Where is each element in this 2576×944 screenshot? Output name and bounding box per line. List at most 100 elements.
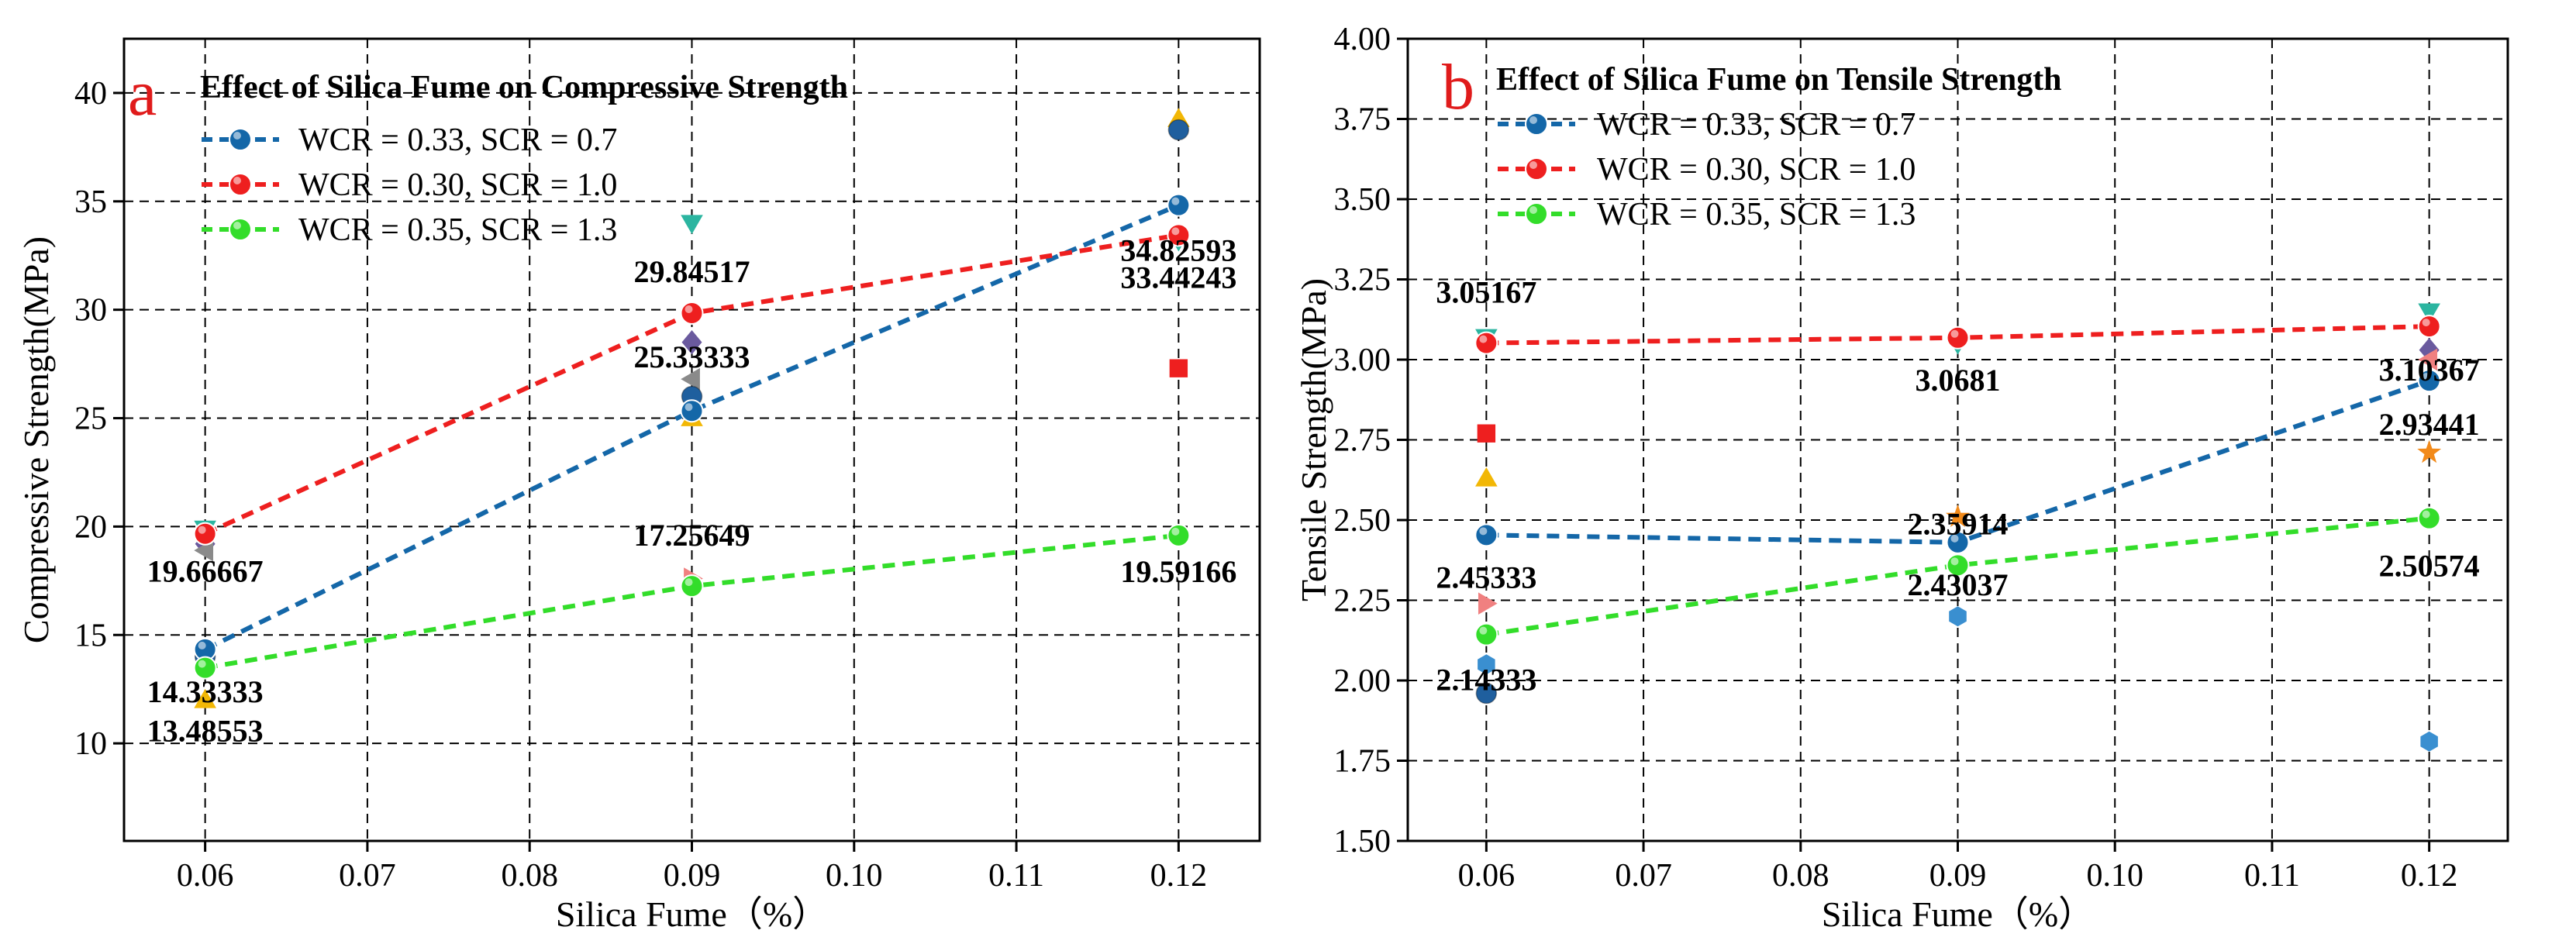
- series-point-highlight: [1479, 626, 1488, 635]
- legend-label: WCR = 0.35, SCR = 1.3: [1597, 197, 1916, 233]
- series-point: [1167, 193, 1191, 217]
- grid-lines: [124, 39, 1260, 841]
- series-point-highlight: [1171, 197, 1180, 205]
- series-0: [1474, 369, 2441, 554]
- y-tick-label: 4.00: [1334, 22, 1391, 57]
- data-label: 2.93441: [2379, 407, 2480, 442]
- scatter-point-triangle-down: [681, 215, 703, 235]
- legend-label: WCR = 0.30, SCR = 1.0: [298, 167, 617, 203]
- series-point: [1474, 523, 1498, 547]
- legend-marker-highlight: [1529, 116, 1537, 124]
- series-point-highlight: [198, 660, 206, 668]
- scatter-point-hexagon: [1478, 654, 1495, 675]
- x-axis-ticks: 0.06 0.07 0.08 0.09 0.10 0.11 0.12: [177, 841, 1207, 894]
- y-tick-label: 1.75: [1334, 744, 1391, 780]
- data-label: 3.10367: [2379, 353, 2480, 388]
- scatter-point-triangle-right: [1478, 592, 1498, 615]
- x-tick-label: 0.09: [1929, 858, 1987, 894]
- chart-title: Effect of Silica Fume on Compressive Str…: [200, 70, 848, 105]
- scatter-point-circle: [1167, 119, 1190, 141]
- y-tick-label: 15: [74, 618, 107, 653]
- series-point-highlight: [2422, 510, 2430, 519]
- scatter-point-triangle-down: [2418, 303, 2440, 323]
- scatter-point-triangle-up: [194, 688, 216, 708]
- y-tick-label: 30: [74, 293, 107, 329]
- series-0: [193, 193, 1191, 661]
- legend-label: WCR = 0.33, SCR = 0.7: [1597, 107, 1916, 143]
- chart-panel-a: 0.06 0.07 0.08 0.09 0.10 0.11 0.12 10 15 20 25 30 35…: [16, 37, 1261, 934]
- legend-marker: [1525, 112, 1548, 136]
- series-point: [1474, 331, 1498, 355]
- series-line: [1485, 515, 2429, 637]
- y-tick-label: 3.75: [1334, 102, 1391, 138]
- data-label: 17.25649: [634, 518, 750, 553]
- x-tick-label: 0.11: [988, 858, 1044, 894]
- legend-marker: [1525, 157, 1548, 181]
- x-tick-label: 0.06: [177, 858, 234, 894]
- series-point: [193, 522, 217, 546]
- x-axis-ticks: 0.06 0.07 0.08 0.09 0.10 0.11 0.12: [1458, 841, 2457, 894]
- x-tick-label: 0.12: [1150, 858, 1208, 894]
- data-label: 19.59166: [1120, 554, 1236, 589]
- series-point: [2417, 506, 2441, 530]
- series-point-highlight: [1950, 557, 1959, 566]
- data-label: 2.14333: [1436, 663, 1536, 698]
- legend-marker-highlight: [1529, 206, 1537, 214]
- data-labels: 14.33333 25.33333 34.82593 19.66667 29.84517…: [147, 233, 1237, 749]
- legend-marker: [229, 128, 252, 151]
- y-tick-label: 3.25: [1334, 263, 1391, 298]
- panel-letter: b: [1442, 51, 1474, 123]
- series-1: [1474, 315, 2441, 355]
- plot-frame: [122, 37, 1261, 842]
- scatter-point-hexagon: [1949, 606, 1967, 627]
- series-point-highlight: [198, 525, 206, 534]
- legend-marker: [1525, 202, 1548, 226]
- scatter-point-triangle-up: [1475, 467, 1498, 487]
- y-tick-label: 2.25: [1334, 584, 1391, 619]
- scatter-point-diamond: [2419, 337, 2440, 363]
- series-point-highlight: [1479, 335, 1488, 343]
- x-tick-label: 0.10: [2086, 858, 2143, 894]
- series-point: [680, 574, 704, 598]
- scatter-point-star: [1946, 504, 1970, 527]
- x-tick-label: 0.06: [1458, 858, 1516, 894]
- data-label: 34.82593: [1120, 233, 1236, 268]
- scatter-point-hexagon: [2420, 731, 2438, 752]
- panel-letter: a: [128, 57, 157, 129]
- y-tick-label: 2.00: [1334, 663, 1391, 699]
- scatter-point-square: [1477, 424, 1496, 443]
- data-label: 2.43037: [1908, 567, 2009, 602]
- legend-label: WCR = 0.33, SCR = 0.7: [298, 122, 617, 158]
- legend-label: WCR = 0.35, SCR = 1.3: [298, 212, 617, 248]
- data-label: 2.50574: [2379, 549, 2480, 584]
- series-2: [1474, 506, 2441, 646]
- data-labels: 2.45333 2.43037 2.93441 3.05167 3.0681 3.1036…: [1436, 275, 2479, 698]
- data-label: 14.33333: [147, 674, 264, 709]
- series-point-highlight: [2422, 319, 2430, 327]
- data-label: 29.84517: [634, 254, 750, 289]
- series-point-highlight: [685, 305, 693, 313]
- data-label: 33.44243: [1120, 260, 1236, 295]
- grid-lines: [1408, 38, 2508, 842]
- legend-marker: [229, 173, 252, 196]
- legend: WCR = 0.33, SCR = 0.7 WCR = 0.30, SCR = 1…: [1498, 107, 1916, 233]
- y-tick-label: 2.50: [1334, 503, 1391, 539]
- series-point: [1167, 523, 1191, 547]
- scatter-point-diamond: [681, 330, 702, 355]
- y-tick-label: 25: [74, 401, 107, 437]
- legend: WCR = 0.33, SCR = 0.7 WCR = 0.30, SCR = 1…: [202, 122, 617, 248]
- y-tick-label: 3.00: [1334, 343, 1391, 378]
- x-tick-label: 0.07: [339, 858, 396, 894]
- legend-marker-highlight: [233, 177, 241, 184]
- scatter-point-circle: [1475, 682, 1498, 705]
- x-tick-label: 0.08: [501, 858, 558, 894]
- series-2: [193, 523, 1191, 680]
- series-point: [1946, 326, 1970, 350]
- y-axis-ticks: 1.50 1.75 2.00 2.25 2.50 2.75 3.00 3.25 3.50 3.75…: [1334, 22, 1408, 860]
- scatter-point-square: [1169, 359, 1188, 377]
- x-tick-label: 0.07: [1615, 858, 1672, 894]
- data-label: 2.35914: [1908, 506, 2009, 541]
- data-label: 13.48553: [147, 714, 264, 749]
- legend-marker: [229, 218, 252, 241]
